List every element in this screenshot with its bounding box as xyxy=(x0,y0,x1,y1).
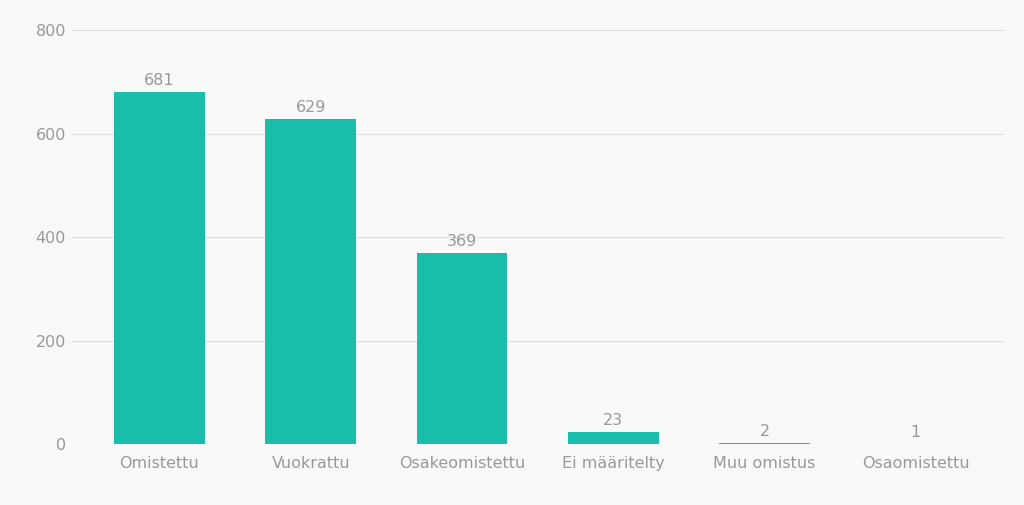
Bar xyxy=(417,254,507,444)
Text: 1: 1 xyxy=(910,425,921,440)
Text: 369: 369 xyxy=(446,234,477,249)
Text: 681: 681 xyxy=(144,73,175,88)
Text: 629: 629 xyxy=(296,99,326,115)
Bar xyxy=(719,443,810,444)
Bar xyxy=(265,119,356,444)
Text: 2: 2 xyxy=(760,424,770,439)
Bar xyxy=(114,92,205,444)
Bar xyxy=(568,432,658,444)
Text: 23: 23 xyxy=(603,414,624,428)
